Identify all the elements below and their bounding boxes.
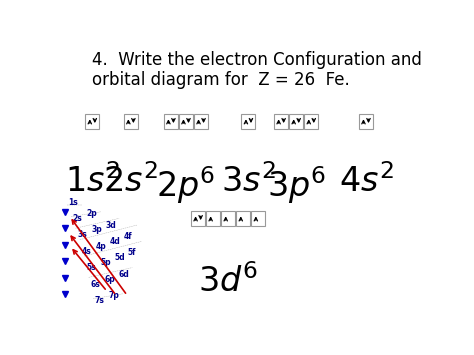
Bar (194, 114, 208, 129)
Text: 2p: 2p (87, 209, 98, 218)
Bar (237, 211, 250, 226)
Text: 4s: 4s (82, 247, 91, 256)
Bar (241, 114, 255, 129)
Text: 6d: 6d (118, 270, 129, 279)
Text: $\mathit{4}s^{2}$: $\mathit{4}s^{2}$ (338, 164, 393, 199)
Text: $\mathit{1}s^{2}$: $\mathit{1}s^{2}$ (65, 164, 120, 199)
Bar (85, 114, 99, 129)
Bar (274, 114, 288, 129)
Text: 2s: 2s (73, 214, 82, 223)
Text: 1s: 1s (68, 198, 78, 207)
Text: 4d: 4d (109, 237, 120, 246)
Text: 4f: 4f (124, 232, 132, 241)
Text: 3s: 3s (77, 230, 87, 239)
Bar (179, 114, 193, 129)
Bar (304, 114, 318, 129)
Bar (124, 114, 138, 129)
Bar (289, 114, 303, 129)
Text: 7p: 7p (109, 291, 120, 300)
Bar (221, 211, 235, 226)
Text: orbital diagram for  Z = 26  Fe.: orbital diagram for Z = 26 Fe. (92, 71, 350, 89)
Text: 5p: 5p (100, 258, 110, 267)
Bar (206, 211, 220, 226)
Text: 3p: 3p (91, 225, 102, 235)
Text: 6s: 6s (91, 280, 100, 289)
Text: 4p: 4p (96, 242, 106, 251)
Text: $\mathit{2}p^{6}$: $\mathit{2}p^{6}$ (156, 164, 216, 206)
Text: $\mathit{3}s^{2}$: $\mathit{3}s^{2}$ (221, 164, 276, 199)
Text: 4.  Write the electron Configuration and: 4. Write the electron Configuration and (92, 51, 422, 69)
Text: 5d: 5d (114, 253, 125, 262)
Text: 5f: 5f (128, 248, 137, 257)
Text: $\mathit{3}d^{6}$: $\mathit{3}d^{6}$ (198, 264, 258, 299)
Text: $\mathit{3}p^{6}$: $\mathit{3}p^{6}$ (266, 164, 326, 206)
Text: $\mathit{2}s^{2}$: $\mathit{2}s^{2}$ (103, 164, 158, 199)
Bar (359, 114, 373, 129)
Text: 7s: 7s (95, 296, 105, 305)
Text: 3d: 3d (105, 220, 116, 230)
Text: 5s: 5s (86, 263, 96, 272)
Text: 6p: 6p (104, 275, 115, 284)
Bar (251, 211, 265, 226)
Bar (191, 211, 205, 226)
Bar (164, 114, 178, 129)
